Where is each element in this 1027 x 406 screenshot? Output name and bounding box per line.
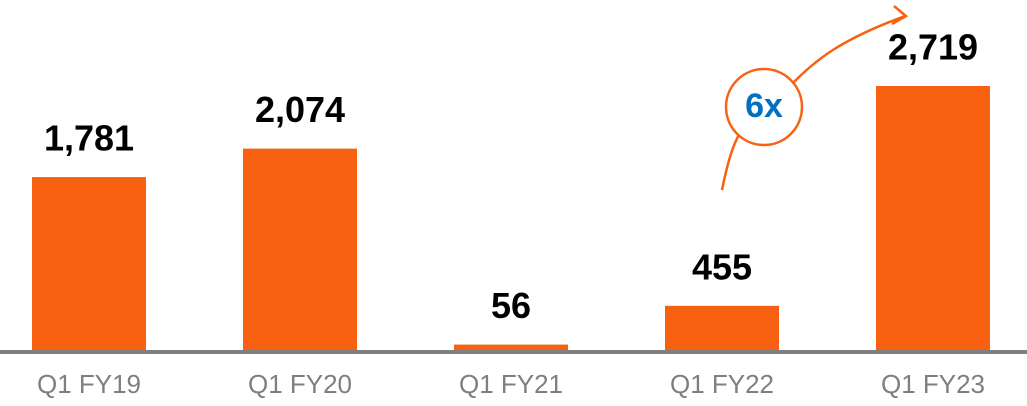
x-tick-label: Q1 FY20 — [248, 369, 352, 399]
value-label: 1,781 — [44, 118, 134, 159]
bar — [243, 148, 357, 350]
x-tick-label: Q1 FY22 — [670, 369, 774, 399]
value-label: 455 — [692, 246, 752, 287]
arrow-head — [891, 5, 909, 26]
x-tick-label: Q1 FY19 — [37, 369, 141, 399]
x-tick-label: Q1 FY23 — [881, 369, 985, 399]
annotation-circle — [724, 67, 804, 147]
x-tick-label: Q1 FY21 — [459, 369, 563, 399]
annotation: 6x — [745, 87, 783, 125]
bar — [32, 177, 146, 350]
value-label: 2,074 — [255, 89, 345, 130]
bar — [876, 86, 990, 350]
value-label: 56 — [491, 285, 531, 326]
bar — [454, 344, 568, 350]
value-label: 2,719 — [888, 27, 978, 68]
bar — [665, 305, 779, 350]
